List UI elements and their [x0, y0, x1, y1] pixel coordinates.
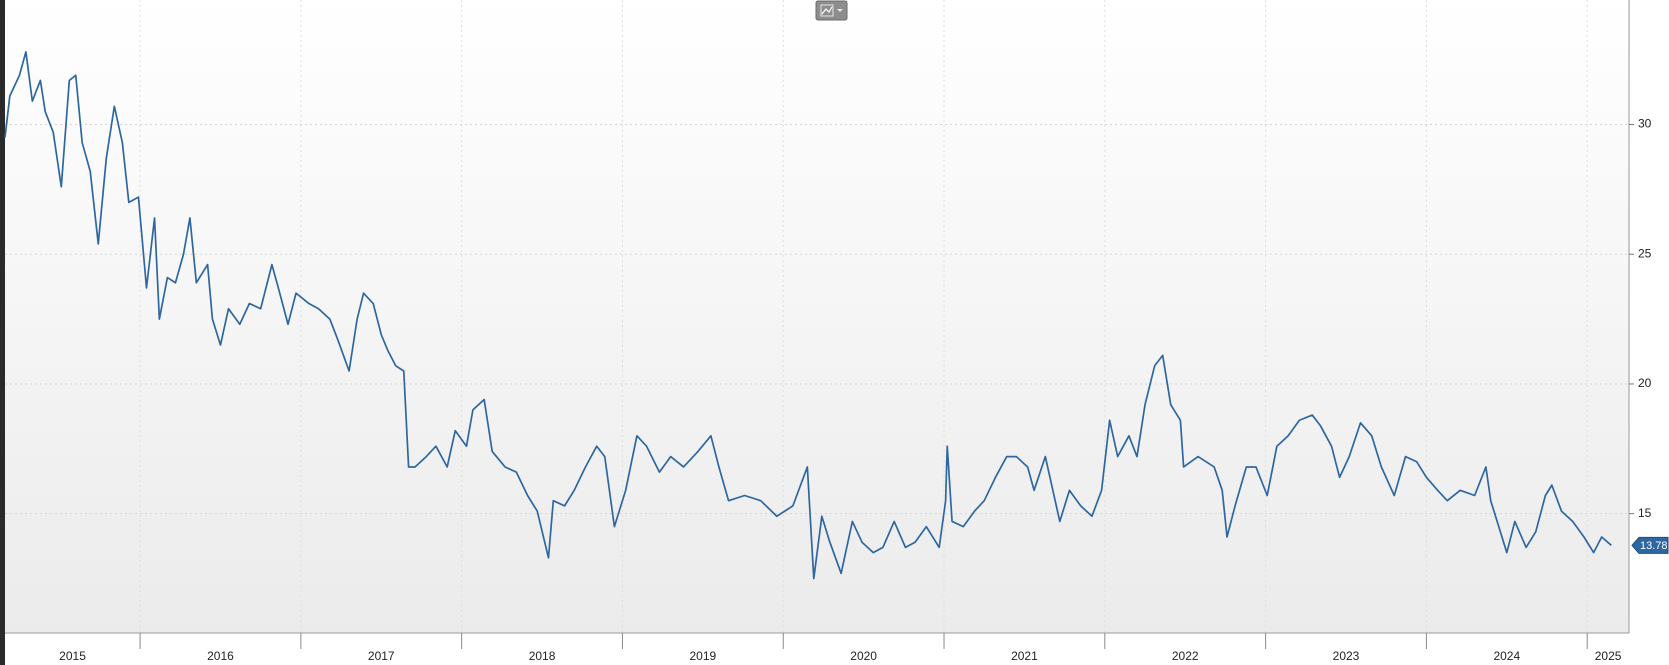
button-frame[interactable] [815, 0, 848, 21]
x-tick-label: 2017 [368, 649, 395, 663]
y-tick-label: 25 [1638, 246, 1652, 260]
x-tick-label: 2025 [1595, 649, 1622, 663]
x-tick-label: 2024 [1493, 649, 1520, 663]
chart-type-button[interactable] [815, 0, 848, 21]
left-edge [0, 0, 5, 665]
x-tick-label: 2021 [1011, 649, 1038, 663]
button-caret [837, 9, 843, 12]
y-tick-label: 30 [1638, 117, 1652, 131]
x-tick-label: 2020 [850, 649, 877, 663]
price-line [4, 51, 1612, 580]
button-icon-line [821, 6, 833, 15]
x-tick-label: 2023 [1333, 649, 1360, 663]
x-tick-label: 2018 [529, 649, 556, 663]
x-tick-label: 2016 [207, 649, 234, 663]
x-tick-label: 2015 [59, 649, 86, 663]
button-icon [820, 4, 834, 17]
plot-area [5, 0, 1629, 633]
last-value-tag: 13.78 [1631, 536, 1669, 554]
last-value-box [1631, 536, 1669, 554]
x-tick-label: 2022 [1172, 649, 1199, 663]
y-tick-label: 15 [1638, 506, 1652, 520]
last-value-label: 13.78 [1640, 540, 1668, 552]
y-tick-label: 20 [1638, 376, 1652, 390]
x-tick-label: 2019 [689, 649, 716, 663]
